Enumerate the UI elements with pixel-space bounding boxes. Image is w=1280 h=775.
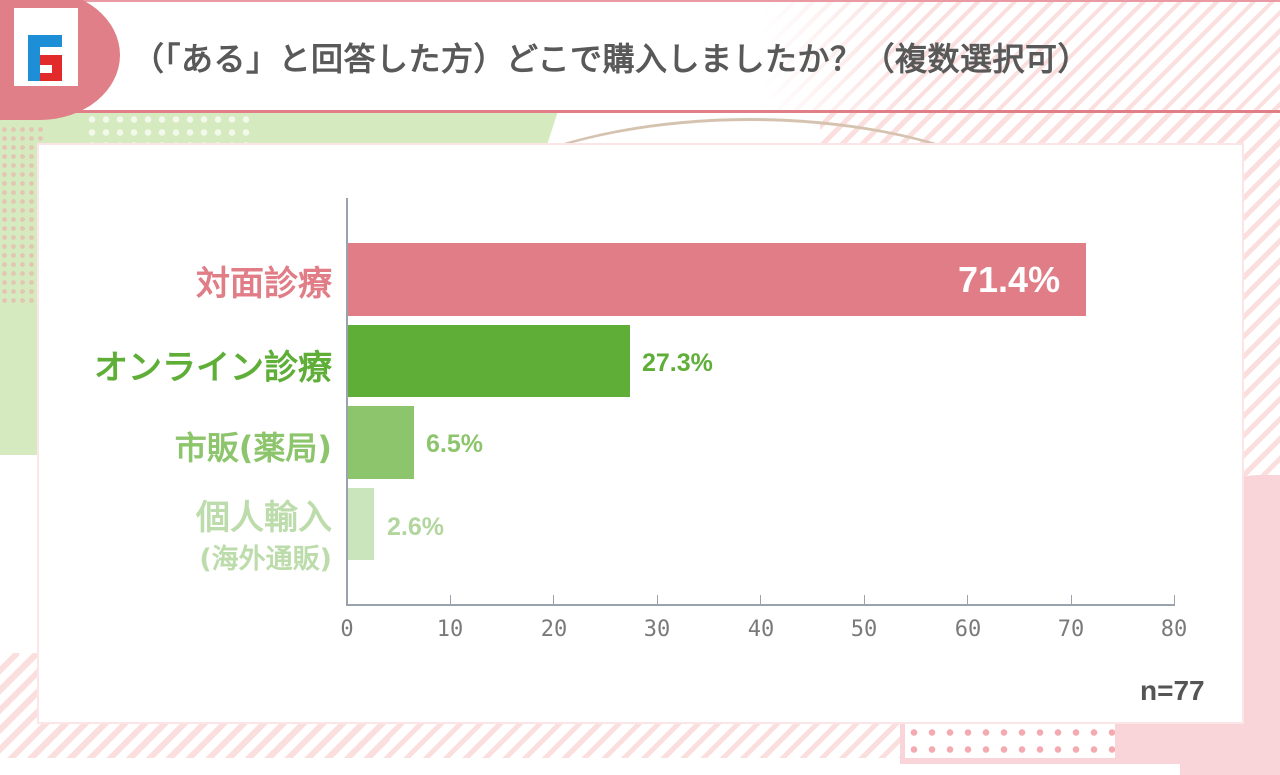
- bar-import: [348, 488, 374, 560]
- x-tick-label: 70: [1057, 617, 1085, 642]
- y-axis: [346, 198, 348, 606]
- x-tick: [967, 595, 968, 605]
- x-tick-label: 0: [340, 617, 354, 642]
- x-tick: [864, 595, 865, 605]
- x-tick: [553, 595, 554, 605]
- header-stripes: [760, 2, 1280, 110]
- x-tick-label: 30: [643, 617, 671, 642]
- x-tick-label: 40: [747, 617, 775, 642]
- x-tick-label: 20: [540, 617, 568, 642]
- x-tick-label: 60: [954, 617, 982, 642]
- bar-otc: [348, 406, 414, 479]
- x-tick-label: 50: [850, 617, 878, 642]
- bar-in-person: [348, 243, 1086, 316]
- header-top-line: [0, 0, 1280, 2]
- x-tick-label: 10: [436, 617, 464, 642]
- category-label-otc: 市販(薬局): [174, 429, 332, 467]
- header: （「ある」と回答した方）どこで購入しましたか？（複数選択可）: [0, 0, 1280, 120]
- x-tick: [1174, 595, 1175, 605]
- page-title: （「ある」と回答した方）どこで購入しましたか？（複数選択可）: [132, 40, 1091, 78]
- value-label-online: 27.3%: [642, 349, 713, 377]
- value-label-in-person: 71.4%: [958, 259, 1061, 300]
- x-tick-label: 80: [1160, 617, 1188, 642]
- x-tick: [346, 595, 347, 605]
- x-tick: [760, 595, 761, 605]
- category-label-in-person: 対面診療: [196, 264, 332, 304]
- bar-chart: 0 10 20 30 40 50 60 70 80 対面診療 71.4% オンラ…: [94, 198, 1205, 706]
- background-white-dots: [85, 113, 255, 143]
- sample-size-label: n=77: [1140, 675, 1205, 706]
- x-axis: [346, 604, 1175, 606]
- background-curve: [400, 118, 1100, 281]
- bar-online: [348, 325, 630, 397]
- header-logo-badge: [0, 0, 120, 120]
- x-tick: [450, 595, 451, 605]
- x-tick: [657, 595, 658, 605]
- x-tick: [1071, 595, 1072, 605]
- value-label-otc: 6.5%: [426, 430, 483, 458]
- chart-card: [37, 143, 1244, 724]
- value-label-import: 2.6%: [387, 513, 444, 541]
- category-label-import-line1: 個人輸入: [196, 498, 332, 538]
- fj-logo-icon: [28, 35, 62, 81]
- background-pink-dots: [905, 724, 1115, 758]
- category-label-import-line2: (海外通販): [199, 544, 332, 575]
- category-label-online: オンライン診療: [94, 348, 332, 388]
